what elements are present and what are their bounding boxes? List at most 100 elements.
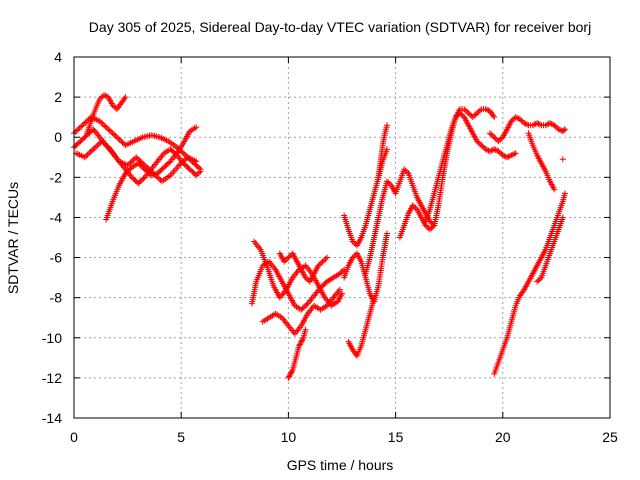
data-point [475,139,482,146]
data-point [150,170,157,177]
data-point [529,122,536,129]
data-point [559,214,566,221]
data-point [495,148,502,155]
data-point [90,146,97,153]
data-point [384,230,391,237]
y-tick-label: -14 [42,410,62,426]
data-point [193,158,200,165]
data-point [486,130,493,137]
data-point [96,140,103,147]
data-point [91,144,98,151]
data-point [475,108,482,115]
data-point [128,158,135,165]
data-points [71,92,568,381]
data-point [283,255,290,262]
data-point [404,168,411,175]
data-point [112,132,119,139]
data-point [299,336,306,343]
data-point [297,340,304,347]
data-point [496,149,503,156]
data-point [98,138,105,145]
data-point [181,156,188,163]
data-point [536,121,543,128]
data-point [465,110,472,117]
data-point [544,121,551,128]
data-point [384,122,391,129]
data-point [81,154,88,161]
data-point [302,274,309,281]
data-point [542,122,549,129]
data-point [319,258,326,265]
data-point [491,114,498,121]
data-point [466,111,473,118]
y-tick-label: -4 [50,209,63,225]
data-point [78,123,85,130]
data-point [177,160,184,167]
data-point [424,223,431,230]
data-point [456,110,463,117]
y-tick-label: 0 [54,129,62,145]
data-point [534,120,541,127]
data-point [338,269,345,276]
data-point [458,111,465,118]
data-point [151,171,158,178]
data-point [298,337,305,344]
data-point [318,259,325,266]
data-point [296,341,303,348]
data-point [81,120,88,127]
data-point [482,106,489,113]
data-point [491,134,498,141]
data-point [489,132,496,139]
data-point [509,151,516,158]
y-tick-label: -12 [42,370,62,386]
data-point [428,219,435,226]
data-point [287,370,294,377]
data-point [409,202,416,209]
data-point [96,118,103,125]
data-point [521,120,528,127]
data-point [286,253,293,260]
data-point [426,226,433,233]
data-point [102,123,109,130]
data-point [109,130,116,137]
data-point [484,146,491,153]
data-point [105,126,112,133]
data-point [281,258,288,265]
data-point [98,94,105,101]
data-point [153,172,160,179]
data-point [496,136,503,143]
data-point [535,120,542,127]
data-point [561,190,568,197]
data-point [136,156,143,163]
data-point [303,301,310,308]
data-point [351,253,358,260]
data-point [109,102,116,109]
data-point [73,127,80,134]
data-point [288,369,295,376]
data-point [285,254,292,261]
data-point [101,140,108,147]
data-point [336,286,343,293]
data-point [546,120,553,127]
data-point [101,92,108,99]
data-point [196,165,203,172]
data-point [103,142,110,149]
data-point [94,142,101,149]
data-point [144,164,151,171]
series-track-8 [259,286,343,337]
series-track-2 [71,114,204,173]
series-track-19 [525,130,558,193]
data-point [495,138,502,145]
series-track-7 [251,238,345,309]
data-point [508,152,515,159]
data-point [82,119,89,126]
data-point [106,127,113,134]
series-track-17 [422,110,519,225]
data-point [86,150,93,157]
data-point [84,151,91,158]
series-track-18 [486,114,568,145]
x-tick-label: 10 [281,429,297,445]
data-point [298,338,305,345]
data-point [115,135,122,142]
data-point [166,159,173,166]
